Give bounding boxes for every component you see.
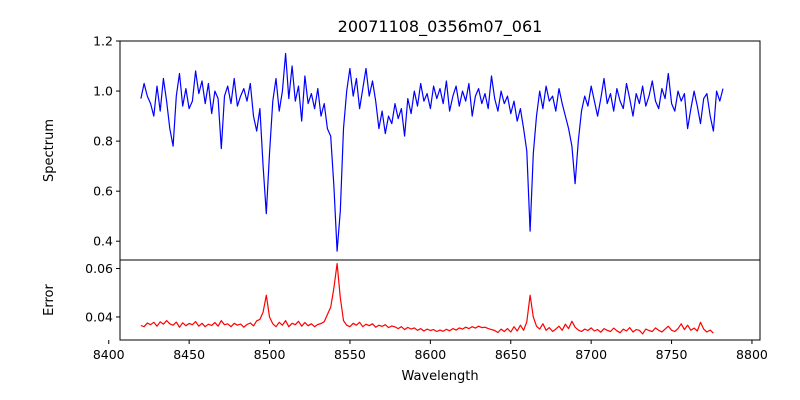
x-tick-label: 8550 (334, 347, 366, 362)
x-tick-label: 8400 (93, 347, 125, 362)
x-tick-label: 8650 (495, 347, 527, 362)
y-tick-label: 0.6 (93, 184, 113, 199)
x-tick-label: 8800 (736, 347, 768, 362)
spectrum-series (140, 52, 724, 252)
y-tick-label: 1.0 (93, 84, 113, 99)
y-tick-label: 1.2 (93, 34, 113, 49)
y-tick-label: 0.06 (85, 261, 113, 276)
error-y-ticks: 0.04 0.06 (85, 261, 120, 324)
spectrum-y-axis-label: Spectrum (42, 119, 57, 182)
chart-title: 20071108_0356m07_061 (338, 17, 543, 37)
x-tick-label: 8500 (254, 347, 286, 362)
spectrum-y-ticks: 0.4 0.6 0.8 1.0 1.2 (93, 34, 120, 249)
y-tick-label: 0.4 (93, 234, 113, 249)
x-tick-label: 8700 (575, 347, 607, 362)
error-panel: 0.04 0.06 Error (42, 259, 761, 341)
x-tick-label: 8750 (656, 347, 688, 362)
x-axis-label: Wavelength (401, 369, 478, 384)
error-y-axis-label: Error (42, 284, 57, 316)
x-ticks: 8400 8450 8500 8550 8600 8650 8700 8750 8800 (93, 340, 768, 362)
y-tick-label: 0.04 (85, 309, 113, 324)
error-series (140, 263, 714, 335)
y-tick-label: 0.8 (93, 134, 113, 149)
x-tick-label: 8450 (173, 347, 205, 362)
spectrum-panel-line (140, 52, 724, 252)
error-axes-frame (119, 259, 761, 341)
error-panel-line (140, 263, 714, 335)
x-tick-label: 8600 (414, 347, 446, 362)
